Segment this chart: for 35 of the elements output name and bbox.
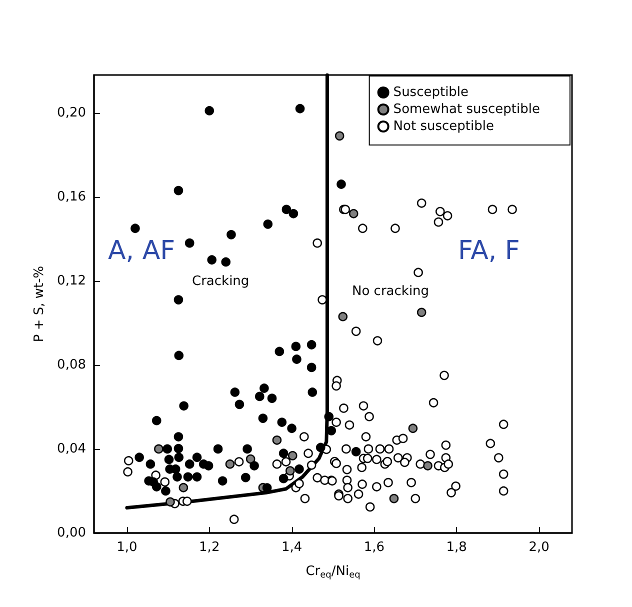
x-tick-label: 1,2 (199, 540, 220, 555)
point (166, 497, 175, 507)
point (288, 451, 298, 460)
point (408, 424, 418, 434)
point (416, 308, 426, 318)
y-tick-label: 0,08 (57, 357, 86, 372)
y-tick-label: 0,04 (57, 441, 86, 456)
legend-label: Susceptible (393, 85, 469, 100)
point (389, 494, 399, 504)
x-tick-label: 2,0 (528, 540, 550, 555)
x-tick-label: 1,8 (446, 540, 467, 555)
point (272, 435, 282, 445)
point (338, 312, 348, 322)
y-tick-label: 0,20 (57, 105, 86, 120)
point (225, 459, 235, 469)
annotation: No cracking (352, 284, 430, 299)
y-tick-label: 0,12 (57, 273, 86, 288)
point (246, 454, 256, 464)
annotation: FA, F (458, 236, 520, 266)
point (154, 444, 164, 454)
annotation: Cracking (192, 274, 250, 289)
y-axis-title: P + S, wt-% (32, 266, 47, 342)
x-tick-label: 1,0 (116, 540, 138, 555)
point (348, 209, 358, 218)
point (334, 131, 344, 141)
point (423, 461, 432, 470)
point (178, 482, 188, 492)
legend-label: Not susceptible (393, 119, 494, 134)
x-tick-label: 1,4 (281, 540, 302, 555)
x-tick-label: 1,6 (364, 540, 385, 555)
y-tick-label: 0,00 (57, 526, 86, 540)
legend-label: Somewhat susceptible (393, 102, 540, 117)
point (286, 466, 295, 476)
annotation: A, AF (108, 236, 176, 266)
y-tick-label: 0,16 (57, 189, 86, 204)
